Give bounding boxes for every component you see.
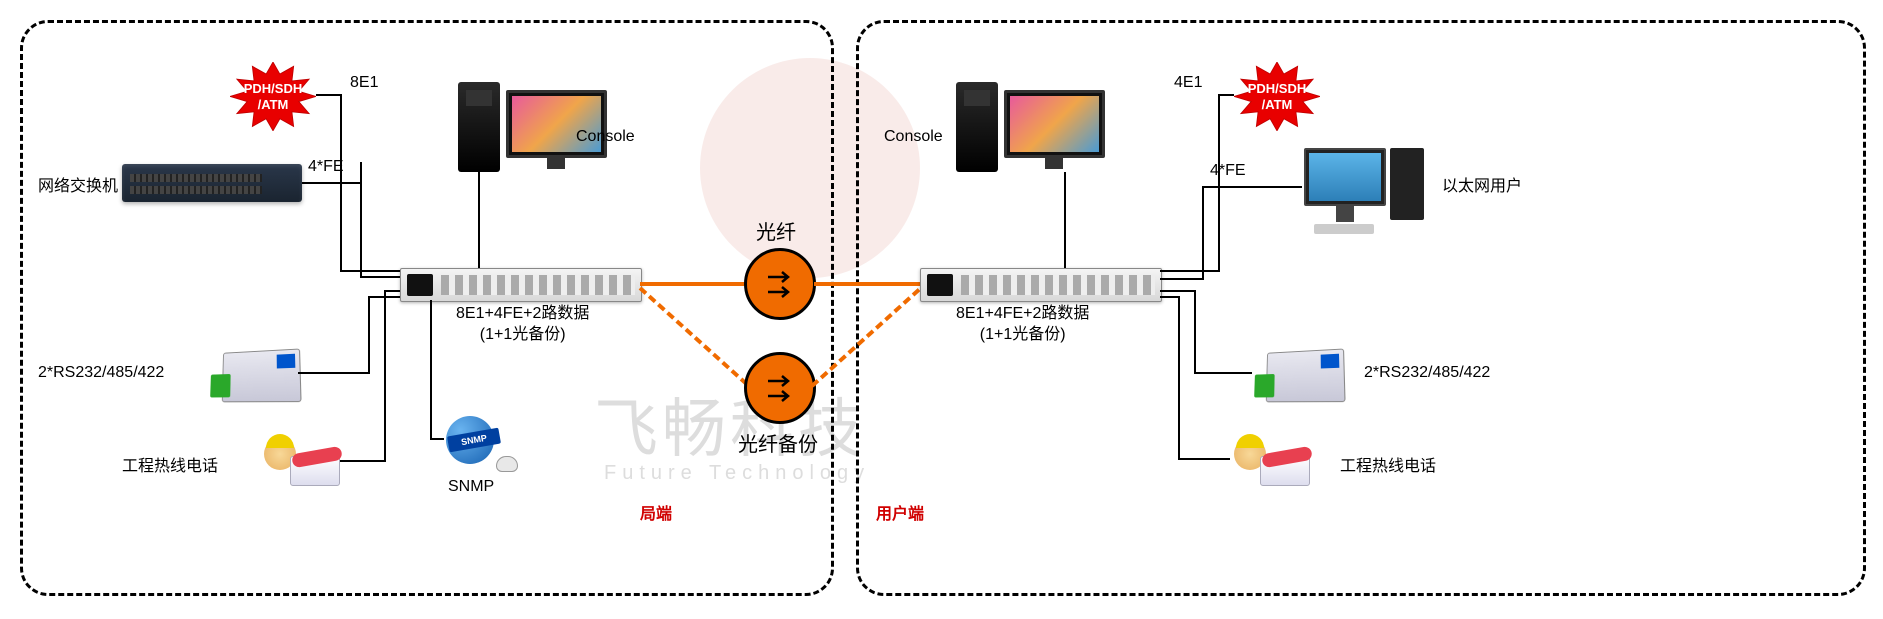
burst-left-label: PDH/SDH /ATM bbox=[244, 81, 303, 112]
conn bbox=[316, 94, 340, 96]
conn bbox=[1202, 186, 1204, 280]
fiber-main-left bbox=[640, 282, 750, 286]
fiber-backup-label: 光纤备份 bbox=[738, 428, 818, 457]
conn bbox=[368, 296, 370, 374]
conn bbox=[340, 270, 400, 272]
conn bbox=[1194, 290, 1196, 374]
phone-label-left: 工程热线电话 bbox=[122, 452, 218, 476]
conn bbox=[1194, 372, 1252, 374]
diagram-stage: 飞畅科技 Future Technology 8E1+4FE+2路数据 (1+1… bbox=[0, 0, 1883, 619]
mux-left-label-1: 8E1+4FE+2路数据 (1+1光备份) bbox=[456, 304, 589, 346]
serial-right bbox=[1266, 348, 1346, 402]
conn bbox=[1218, 94, 1234, 96]
snmp-icon: SNMP bbox=[446, 416, 494, 464]
snmp-label: SNMP bbox=[448, 478, 494, 496]
serial-label-right: 2*RS232/485/422 bbox=[1364, 364, 1490, 382]
mux-left bbox=[400, 268, 642, 302]
link-8e1: 8E1 bbox=[350, 74, 378, 92]
conn bbox=[1178, 458, 1230, 460]
conn bbox=[384, 290, 386, 462]
conn bbox=[298, 372, 370, 374]
mux-right-label: 8E1+4FE+2路数据 (1+1光备份) bbox=[956, 304, 1089, 346]
console-label-left: Console bbox=[576, 128, 635, 146]
burst-left: PDH/SDH /ATM bbox=[230, 62, 316, 132]
conn bbox=[1160, 296, 1180, 298]
conn bbox=[340, 460, 384, 462]
serial-label-left: 2*RS232/485/422 bbox=[38, 364, 164, 382]
conn bbox=[302, 182, 362, 184]
phone-label-right: 工程热线电话 bbox=[1340, 452, 1436, 476]
phone-right bbox=[1238, 438, 1310, 486]
conn bbox=[1064, 172, 1066, 268]
conn bbox=[478, 172, 480, 268]
burst-right-label: PDH/SDH /ATM bbox=[1248, 81, 1307, 112]
fiber-disk-main bbox=[744, 248, 816, 320]
conn bbox=[1160, 290, 1196, 292]
side-label-left: 局端 bbox=[640, 500, 672, 524]
link-4e1: 4E1 bbox=[1174, 74, 1202, 92]
serial-left bbox=[222, 348, 302, 402]
conn bbox=[430, 438, 444, 440]
box-local-side bbox=[20, 20, 834, 596]
conn bbox=[1160, 278, 1204, 280]
ethernet-label: 以太网用户 bbox=[1442, 172, 1522, 196]
conn bbox=[1218, 94, 1220, 272]
link-4fe-left: 4*FE bbox=[308, 158, 344, 176]
switch-label: 网络交换机 bbox=[38, 172, 118, 196]
phone-left bbox=[268, 438, 340, 486]
fiber-main-label: 光纤 bbox=[756, 216, 796, 245]
mux-right bbox=[920, 268, 1162, 302]
conn bbox=[384, 290, 400, 292]
conn bbox=[1178, 296, 1180, 460]
console-label-right: Console bbox=[884, 128, 943, 146]
burst-right: PDH/SDH /ATM bbox=[1234, 62, 1320, 132]
conn bbox=[360, 162, 362, 278]
fiber-disk-backup bbox=[744, 352, 816, 424]
conn bbox=[1160, 270, 1220, 272]
conn bbox=[430, 300, 432, 440]
link-4fe-right: 4*FE bbox=[1210, 162, 1246, 180]
conn bbox=[1202, 186, 1302, 188]
switch-left bbox=[122, 164, 302, 202]
side-label-right: 用户端 bbox=[876, 500, 924, 524]
conn bbox=[360, 276, 400, 278]
fiber-main-right bbox=[814, 282, 920, 286]
